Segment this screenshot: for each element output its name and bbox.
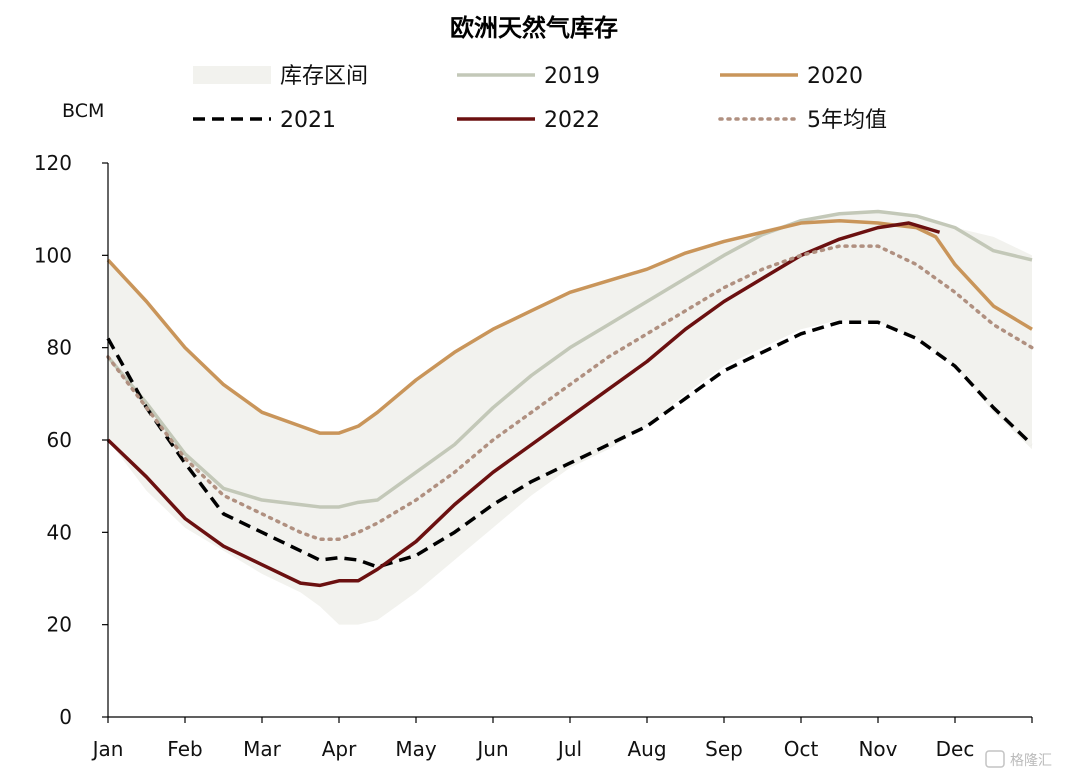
y-tick-label: 100 <box>34 243 72 267</box>
legend-item-2020: 2020 <box>720 64 863 89</box>
y-tick-label: 60 <box>47 428 72 452</box>
axes: 0 20 40 60 80 100 120 Jan Feb Mar Apr May Jun Jul Aug S… <box>34 151 1033 761</box>
x-tick-label: Sep <box>705 737 743 761</box>
x-tick-label: Dec <box>936 737 975 761</box>
x-tick-label: Oct <box>784 737 819 761</box>
x-tick-label: Feb <box>167 737 202 761</box>
legend-item-2019: 2019 <box>457 64 600 89</box>
chart-title: 欧洲天然气库存 <box>450 14 618 42</box>
y-tick-label: 0 <box>59 705 72 729</box>
legend-item-5年均值: 5年均值 <box>718 108 887 133</box>
legend-label: 库存区间 <box>280 64 368 89</box>
series-line-2021 <box>106 320 1034 569</box>
legend-label: 2019 <box>544 64 600 89</box>
legend-item-库存区间: 库存区间 <box>193 64 368 89</box>
series-line-5年均值 <box>106 244 1034 542</box>
series-lines <box>106 209 1034 588</box>
x-tick-label: Jan <box>91 737 124 761</box>
watermark-text: 格隆汇 <box>1010 753 1052 769</box>
legend: 库存区间 2019 2020 2021 2022 5年均值 <box>193 64 887 133</box>
watermark: 格隆汇 <box>985 750 1052 769</box>
legend-swatch <box>193 66 271 84</box>
x-tick-label: Jul <box>556 737 582 761</box>
series-line-2019 <box>106 209 1033 509</box>
legend-item-2021: 2021 <box>193 108 336 133</box>
y-tick-label: 20 <box>47 613 72 637</box>
legend-label: 2020 <box>807 64 863 89</box>
x-tick-label: Mar <box>243 737 282 761</box>
series-line-2022 <box>106 221 941 588</box>
legend-label: 2021 <box>280 108 336 133</box>
legend-item-2022: 2022 <box>457 108 600 133</box>
y-tick-label: 80 <box>47 336 72 360</box>
watermark-icon <box>985 750 1005 768</box>
y-tick-label: 40 <box>47 520 72 544</box>
x-tick-label: Aug <box>627 737 666 761</box>
x-tick-label: Jun <box>475 737 508 761</box>
y-axis-unit: BCM <box>62 100 104 122</box>
x-tick-label: May <box>395 737 437 761</box>
legend-label: 2022 <box>544 108 600 133</box>
y-tick-label: 120 <box>34 151 72 175</box>
legend-label: 5年均值 <box>807 108 887 133</box>
x-tick-label: Nov <box>858 737 897 761</box>
x-tick-label: Apr <box>322 737 357 761</box>
